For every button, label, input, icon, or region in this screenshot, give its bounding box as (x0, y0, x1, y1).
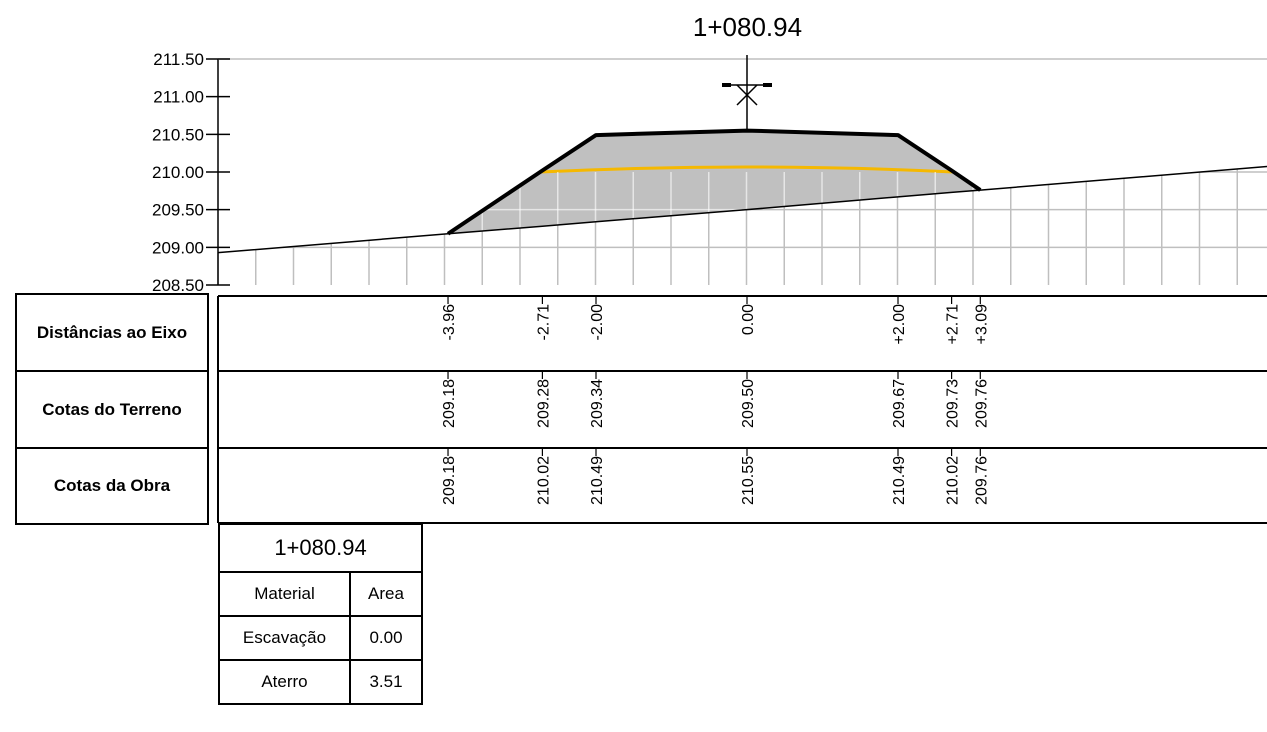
offset-value: +2.71 (945, 304, 962, 345)
design-value: 210.02 (535, 456, 552, 505)
design-value: 210.49 (589, 456, 606, 505)
terrain-value: 209.34 (589, 379, 606, 428)
table-value-group: 209.18 (441, 456, 458, 505)
section-title: 1+080.94 (692, 12, 803, 42)
area-table-title: 1+080.94 (218, 523, 423, 573)
y-tick-label: 209.50 (152, 201, 204, 220)
centerline-axis-icon (722, 55, 772, 130)
y-tick-label: 210.50 (152, 125, 204, 144)
table-value-group: -3.96 (441, 304, 458, 341)
terrain-value: 209.76 (973, 379, 990, 428)
table-value-group: 210.02 (535, 456, 552, 505)
table-value-group: 210.49 (891, 456, 908, 505)
data-table-frame (15, 293, 1267, 525)
fill-grid (481, 172, 974, 231)
header-area: Area (349, 571, 423, 617)
terrain-value: 209.50 (740, 379, 757, 428)
table-value-group: 209.34 (589, 379, 606, 428)
terrain-value: 209.18 (441, 379, 458, 428)
table-value-group: 209.67 (891, 379, 908, 428)
offset-value: +3.09 (973, 304, 990, 345)
table-value-group: 0.00 (740, 304, 757, 335)
table-value-group: 209.18 (441, 379, 458, 428)
table-value-group: +3.09 (973, 304, 990, 345)
terrain-value: 209.73 (945, 379, 962, 428)
design-value: 210.49 (891, 456, 908, 505)
design-cut-area (448, 130, 981, 234)
row-label-offsets: Distâncias ao Eixo (36, 322, 188, 342)
y-tick-label: 208.50 (152, 276, 204, 295)
table-value-group: 209.76 (973, 456, 990, 505)
table-value-group: +2.00 (891, 304, 908, 345)
data-table-values: -3.96 209.18 209.18 -2.71 209.28 210.02 -2.00 2… (441, 296, 990, 505)
design-value: 210.02 (945, 456, 962, 505)
table-value-group: 210.49 (589, 456, 606, 505)
table-value-group: 210.02 (945, 456, 962, 505)
area-table: 1+080.94 Material Area Escavação 0.00 At… (218, 523, 423, 705)
y-axis: 211.50 211.00 210.50 210.00 209.50 209.00 208.… (152, 50, 1267, 295)
terrain-line (217, 165, 1267, 254)
y-tick-label: 211.00 (153, 88, 204, 107)
table-value-group: -2.00 (589, 304, 606, 341)
design-value: 209.18 (441, 456, 458, 505)
row-label-terrain: Cotas do Terreno (42, 399, 182, 419)
header-material: Material (218, 571, 351, 617)
table-value-group: 209.28 (535, 379, 552, 428)
material-fill: Aterro (218, 659, 351, 705)
fill-texture-line (540, 165, 954, 174)
table-value-group: 209.76 (973, 379, 990, 428)
y-tick-label: 211.50 (153, 50, 204, 69)
table-value-group: +2.71 (945, 304, 962, 345)
table-value-group: 209.50 (740, 379, 757, 428)
y-tick-label: 210.00 (152, 163, 204, 182)
design-value: 210.55 (740, 456, 757, 505)
table-value-group: 209.73 (945, 379, 962, 428)
area-fill: 3.51 (349, 659, 423, 705)
table-value-group: 210.55 (740, 456, 757, 505)
design-value: 209.76 (973, 456, 990, 505)
area-excavation: 0.00 (349, 615, 423, 661)
offset-value: 0.00 (740, 304, 757, 335)
table-value-group: -2.71 (535, 304, 552, 341)
offset-value: +2.00 (891, 304, 908, 345)
offset-value: -2.00 (589, 304, 606, 341)
grid (217, 168, 1267, 285)
terrain-value: 209.28 (535, 379, 552, 428)
terrain-value: 209.67 (891, 379, 908, 428)
offset-value: -3.96 (441, 304, 458, 341)
offset-value: -2.71 (535, 304, 552, 341)
row-label-design: Cotas da Obra (53, 476, 171, 495)
design-profile-line (446, 128, 982, 236)
y-tick-label: 209.00 (152, 238, 204, 257)
material-excavation: Escavação (218, 615, 351, 661)
